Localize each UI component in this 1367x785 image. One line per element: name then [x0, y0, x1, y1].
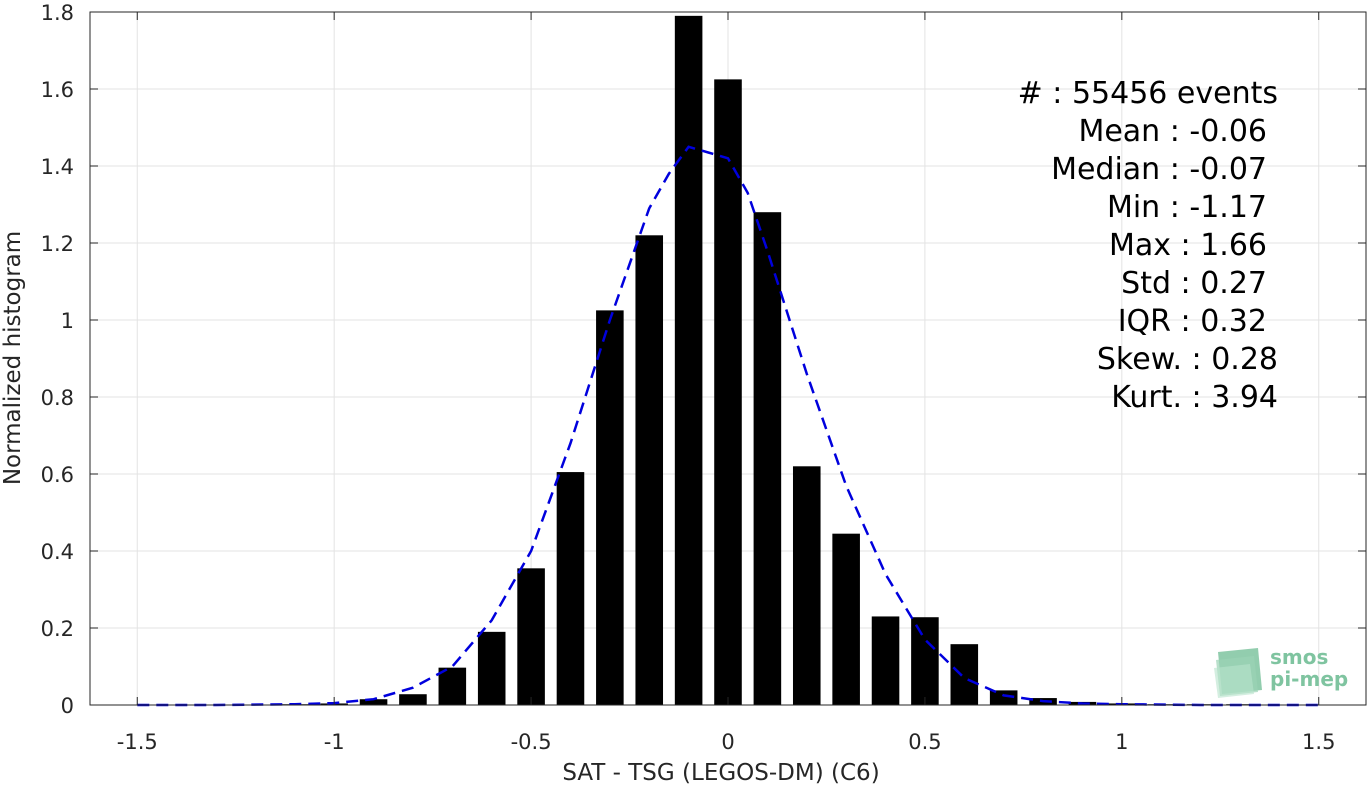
logo-layers-icon [1214, 648, 1262, 698]
histogram-bar [714, 79, 742, 705]
histogram-bar [871, 616, 900, 705]
histogram-bar [832, 533, 860, 705]
smos-pi-mep-logo: smos pi-mep [1214, 645, 1348, 698]
histogram-bar [911, 617, 939, 705]
histogram-bar [753, 212, 782, 705]
y-axis-ticks: 0 0.2 0.4 0.6 0.8 1 1.2 1.4 1.6 1.8 [41, 1, 1366, 718]
histogram-bar [674, 15, 703, 706]
stat-line: Skew. : 0.28 [1097, 342, 1278, 377]
histogram-bar [438, 667, 467, 705]
histogram-bar [359, 699, 388, 705]
logo-line-2: pi-mep [1270, 667, 1348, 691]
histogram-bar [399, 694, 427, 705]
stat-line: Std : 0.27 [1121, 266, 1267, 301]
y-axis-label: Normalized histogram [0, 231, 26, 485]
logo-line-1: smos [1270, 645, 1328, 669]
x-tick-label: 1 [1115, 730, 1128, 754]
histogram-bar [792, 466, 821, 705]
y-tick-label: 1 [61, 309, 74, 333]
y-tick-label: 0.2 [41, 617, 74, 641]
x-tick-label: -1 [324, 730, 345, 754]
histogram-bar [517, 568, 545, 705]
y-tick-label: 0 [61, 694, 74, 718]
histogram-bar [596, 310, 624, 705]
histogram-bars [281, 15, 1254, 706]
stat-line: # : 55456 events [1018, 76, 1278, 111]
x-tick-label: 0 [721, 730, 734, 754]
stat-line: Max : 1.66 [1109, 228, 1267, 263]
histogram-bar [950, 644, 979, 705]
histogram-bar [989, 690, 1018, 705]
y-tick-label: 0.8 [41, 386, 74, 410]
histogram-bar [477, 631, 506, 705]
stat-line: Median : -0.07 [1051, 152, 1267, 187]
y-tick-label: 1.6 [41, 78, 74, 102]
stat-line: Min : -1.17 [1107, 190, 1267, 225]
x-tick-label: 1.5 [1302, 730, 1335, 754]
stat-line: IQR : 0.32 [1118, 304, 1267, 339]
histogram-bar [635, 235, 664, 706]
stat-line: Kurt. : 3.94 [1111, 380, 1278, 415]
histogram-bar [556, 472, 585, 705]
fit-curve [137, 145, 1319, 707]
x-axis-label: SAT - TSG (LEGOS-DM) (C6) [562, 760, 879, 785]
y-tick-label: 0.6 [41, 463, 74, 487]
y-tick-label: 1.2 [41, 232, 74, 256]
x-tick-label: -1.5 [117, 730, 158, 754]
y-tick-label: 1.8 [41, 1, 74, 25]
x-tick-label: 0.5 [908, 730, 941, 754]
stat-line: Mean : -0.06 [1078, 114, 1267, 149]
y-tick-label: 1.4 [41, 155, 74, 179]
x-tick-label: -0.5 [511, 730, 552, 754]
x-axis-ticks: -1.5 -1 -0.5 0 0.5 1 1.5 [117, 12, 1335, 754]
y-tick-label: 0.4 [41, 540, 74, 564]
